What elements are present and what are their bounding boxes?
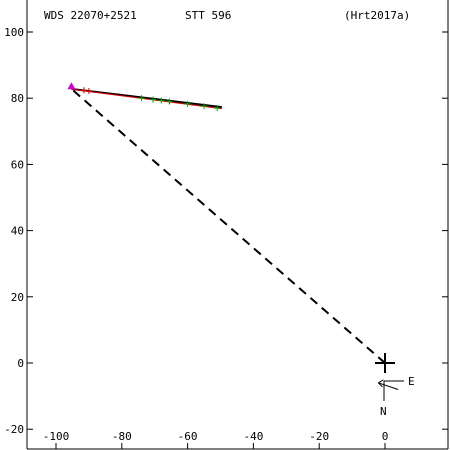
periastron-line [70,88,386,364]
axes: -20 0 20 40 60 80 100 -100 -80 -60 -40 -20 0 [4,0,449,450]
observation-point [150,96,157,103]
wds-label: WDS 22070+2521 [44,9,137,22]
y-tick-label: -20 [4,423,24,436]
x-tick-label: -20 [309,430,329,443]
east-label: E [408,375,415,388]
y-tick-label: 40 [11,225,24,238]
x-tick-label: -100 [43,430,70,443]
series [67,82,395,373]
observation-point [184,100,191,107]
orbit-arc [71,87,222,109]
direction-arrow [378,382,399,390]
x-tick-label: -40 [243,430,263,443]
direction-arrow-head [377,379,384,388]
observation-point [138,95,145,102]
observation-point [158,97,165,104]
discoverer-label: STT 596 [185,9,232,22]
observation-point [85,87,92,94]
observation-point [201,103,208,110]
y-tick-label: 60 [11,158,24,171]
orientation-indicator: EN [377,375,415,418]
observation-point [80,87,87,94]
observation-point [214,105,221,112]
fit-line [71,88,222,110]
x-tick-label: -60 [178,430,198,443]
y-tick-label: 80 [11,92,24,105]
first-observation-marker [67,82,76,90]
north-label: N [380,405,387,418]
x-tick-label: 0 [382,430,389,443]
y-tick-label: 0 [17,357,24,370]
reference-label: (Hrt2017a) [344,9,411,22]
y-tick-label: 100 [4,26,24,39]
x-tick-label: -80 [112,430,132,443]
y-tick-label: 20 [11,291,24,304]
observation-point [166,98,173,105]
